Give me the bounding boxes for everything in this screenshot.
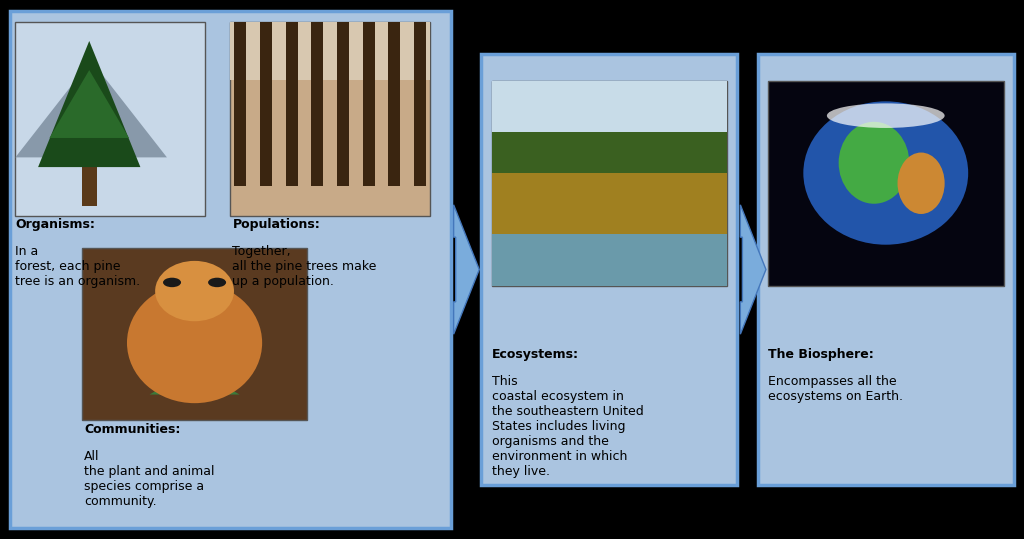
Ellipse shape — [839, 122, 909, 204]
Bar — [768, 81, 1004, 286]
FancyBboxPatch shape — [481, 54, 737, 485]
Circle shape — [163, 278, 181, 287]
Bar — [260, 22, 272, 186]
Polygon shape — [740, 205, 766, 334]
Text: Encompasses all the
ecosystems on Earth.: Encompasses all the ecosystems on Earth. — [768, 375, 903, 403]
Bar — [492, 224, 727, 286]
Bar — [492, 81, 727, 286]
Bar — [230, 22, 430, 80]
Ellipse shape — [827, 103, 944, 128]
Bar — [15, 22, 205, 216]
Bar — [414, 22, 426, 186]
Polygon shape — [15, 60, 167, 157]
Bar — [82, 128, 97, 206]
Circle shape — [208, 278, 226, 287]
Bar — [362, 22, 375, 186]
Polygon shape — [38, 41, 140, 167]
Ellipse shape — [803, 101, 969, 245]
Text: In a
forest, each pine
tree is an organism.: In a forest, each pine tree is an organi… — [15, 245, 140, 288]
Ellipse shape — [127, 282, 262, 403]
Polygon shape — [454, 205, 479, 334]
Bar — [337, 22, 349, 186]
Text: Populations:: Populations: — [232, 218, 321, 231]
Text: Ecosystems:: Ecosystems: — [492, 348, 579, 361]
Bar — [230, 22, 430, 216]
Text: Organisms:: Organisms: — [15, 218, 95, 231]
FancyBboxPatch shape — [10, 11, 451, 528]
Text: The Biosphere:: The Biosphere: — [768, 348, 873, 361]
Bar — [234, 22, 247, 186]
Bar — [388, 22, 400, 186]
Polygon shape — [150, 369, 240, 395]
Bar — [82, 248, 307, 420]
Ellipse shape — [897, 153, 944, 214]
Text: All
the plant and animal
species comprise a
community.: All the plant and animal species compris… — [84, 450, 214, 508]
Bar — [492, 173, 727, 234]
Ellipse shape — [156, 261, 234, 321]
Text: Together,
all the pine trees make
up a population.: Together, all the pine trees make up a p… — [232, 245, 377, 288]
Bar — [286, 22, 298, 186]
Polygon shape — [49, 70, 129, 138]
Text: Communities:: Communities: — [84, 423, 180, 436]
Bar — [311, 22, 324, 186]
Bar — [492, 81, 727, 194]
Bar — [492, 81, 727, 132]
FancyBboxPatch shape — [758, 54, 1014, 485]
Text: This
coastal ecosystem in
the southeastern United
States includes living
organis: This coastal ecosystem in the southeaste… — [492, 375, 643, 478]
